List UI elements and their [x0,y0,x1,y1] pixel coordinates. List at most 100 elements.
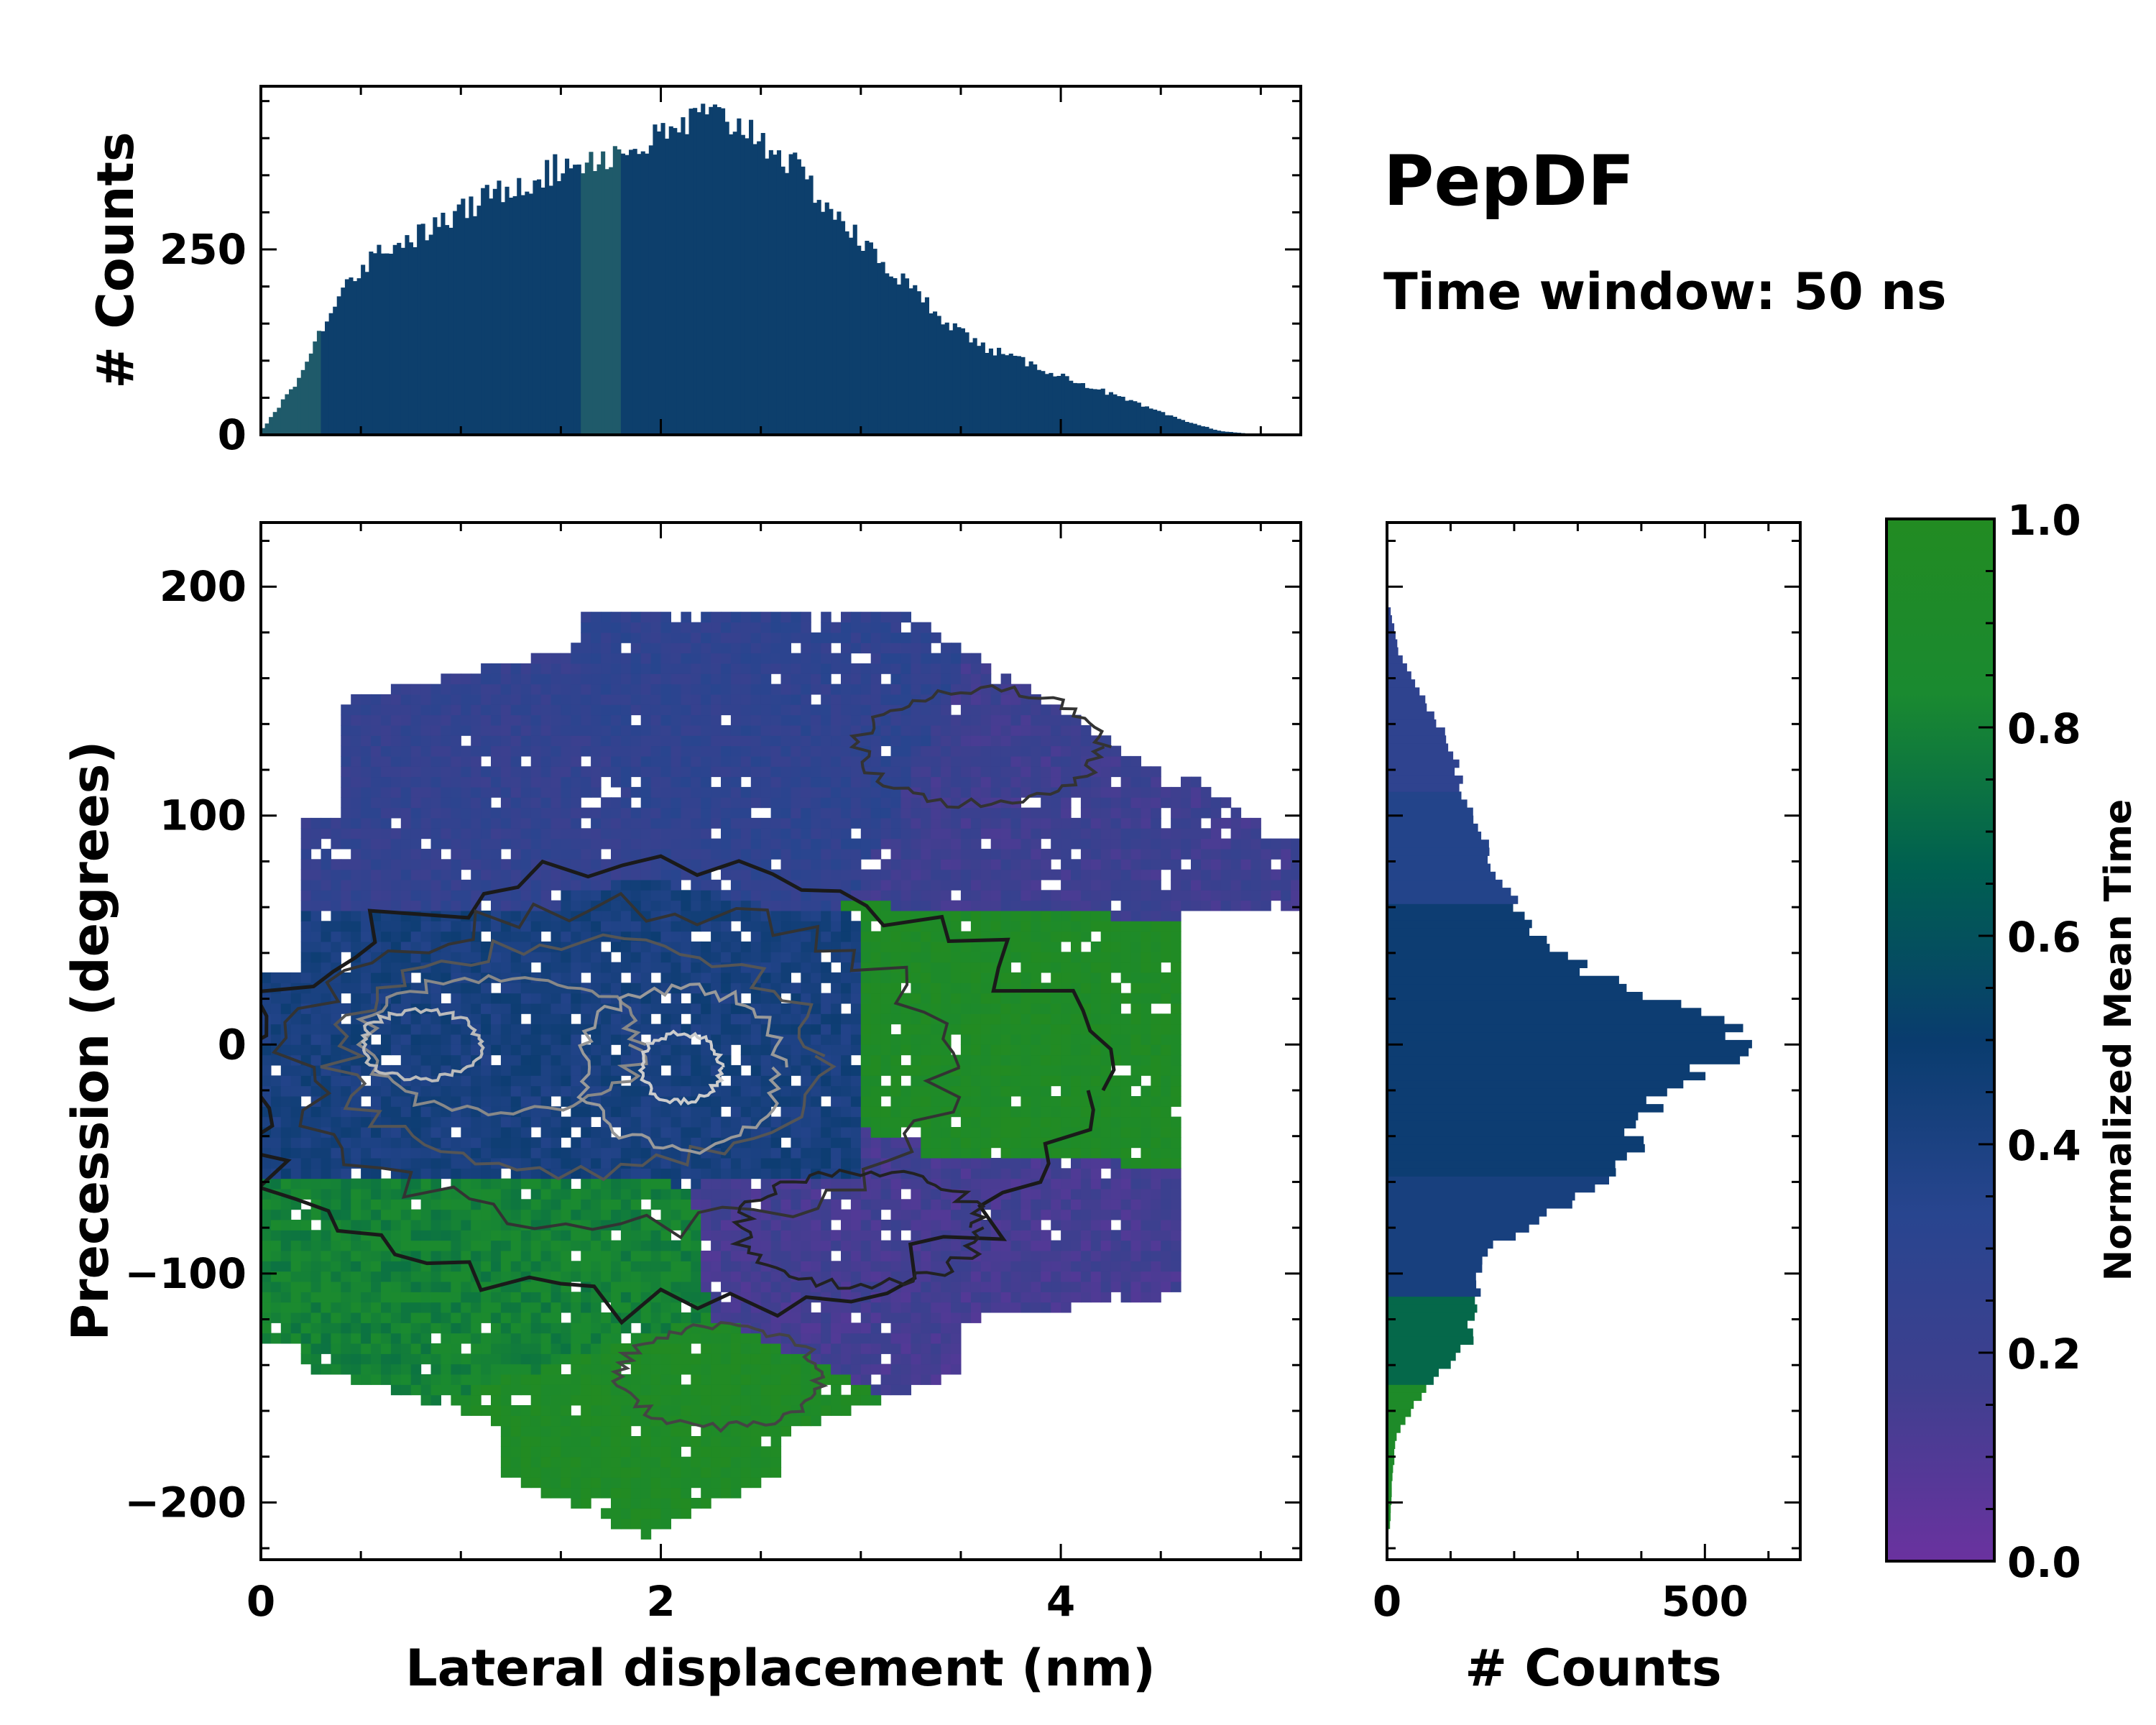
heatmap-cell [341,1075,351,1087]
heatmap-cell [510,797,522,809]
heatmap-cell [361,859,372,870]
heatmap-cell [581,612,591,623]
heatmap-cell [500,1436,512,1447]
heatmap-cell [941,900,952,911]
heatmap-cell [941,797,952,809]
heatmap-cell [451,1363,461,1375]
heatmap-cell [691,1312,701,1323]
heatmap-cell [931,704,941,716]
heatmap-cell [300,1137,312,1149]
heatmap-cell [381,1178,392,1190]
heatmap-cell [491,869,502,880]
heatmap-cell [711,1251,722,1261]
heatmap-cell [591,1158,602,1169]
heatmap-cell [681,1312,691,1323]
heatmap-cell [500,1292,512,1303]
heatmap-cell [801,663,811,674]
heatmap-cell [581,1116,591,1128]
heatmap-cell [650,724,662,736]
heatmap-cell [821,1127,831,1138]
heatmap-cell [860,890,872,901]
heatmap-cell [430,755,441,767]
heatmap-cell [451,1292,461,1303]
heatmap-cell [760,848,772,860]
heatmap-cell [801,1116,811,1128]
heatmap-cell [841,684,852,695]
heatmap-cell [721,776,732,788]
heatmap-cell [530,993,542,1004]
heatmap-cell [780,921,791,932]
heatmap-cell [921,632,931,643]
heatmap-cell [780,983,791,994]
heatmap-cell [941,952,952,963]
heatmap-cell [601,684,612,695]
heatmap-cell [730,1168,742,1179]
heatmap-cell [841,848,852,860]
heatmap-cell [321,1199,331,1210]
heatmap-cell [530,1302,542,1313]
heatmap-cell [481,1333,492,1344]
heatmap-cell [510,1085,522,1097]
heatmap-cell [701,622,711,633]
heatmap-cell [571,859,581,870]
heatmap-cell [601,745,612,757]
heatmap-cell [691,745,701,757]
heatmap-cell [791,694,801,705]
heatmap-cell [931,1096,941,1107]
heatmap-cell [730,1013,742,1025]
heatmap-cell [931,1292,941,1303]
heatmap-cell [400,828,412,840]
heatmap-cell [351,1189,361,1200]
heatmap-cell [711,1096,722,1107]
heatmap-cell [770,921,782,932]
heatmap-cell [850,1322,862,1334]
heatmap-cell [681,653,691,664]
heatmap-cell [870,879,882,891]
heatmap-cell [341,1178,351,1190]
heatmap-cell [571,1209,581,1220]
heatmap-cell [951,1353,962,1365]
heatmap-cell [821,807,831,819]
heatmap-cell [880,684,892,695]
heatmap-cell [601,1013,612,1025]
heatmap-cell [611,1189,622,1200]
heatmap-cell [261,1064,272,1076]
heatmap-cell [791,663,801,674]
heatmap-cell [290,1127,302,1138]
heatmap-cell [711,1024,722,1035]
heatmap-cell [561,1415,571,1427]
heatmap-cell [650,1271,662,1282]
heatmap-cell [461,755,471,767]
heatmap-cell [730,1436,742,1447]
heatmap-cell [880,1024,892,1035]
heatmap-cell [780,1353,791,1365]
heatmap-cell [831,952,842,963]
heatmap-cell [701,1127,711,1138]
heatmap-cell [530,1333,542,1344]
heatmap-cell [860,714,872,726]
heatmap-cell [740,1405,752,1416]
heatmap-cell [760,952,772,963]
heatmap-cell [671,766,681,778]
heatmap-cell [650,1054,662,1066]
heatmap-cell [951,1292,962,1303]
heatmap-cell [461,1168,471,1179]
heatmap-cell [611,983,622,994]
heatmap-cell [941,1333,952,1344]
heatmap-cell [561,704,571,716]
heatmap-cell [740,952,752,963]
heatmap-cell [510,1251,522,1261]
heatmap-cell [660,1425,671,1437]
heatmap-cell [780,1282,791,1292]
heatmap-cell [400,1147,412,1159]
heatmap-cell [601,755,612,767]
heatmap-cell [491,694,502,705]
heatmap-cell [630,1261,642,1272]
heatmap-cell [860,1394,872,1406]
heatmap-cell [660,1456,671,1468]
heatmap-cell [801,1034,811,1045]
heatmap-cell [941,1353,952,1365]
heatmap-cell [650,1498,662,1509]
heatmap-cell [620,1116,632,1128]
heatmap-cell [561,1487,571,1499]
